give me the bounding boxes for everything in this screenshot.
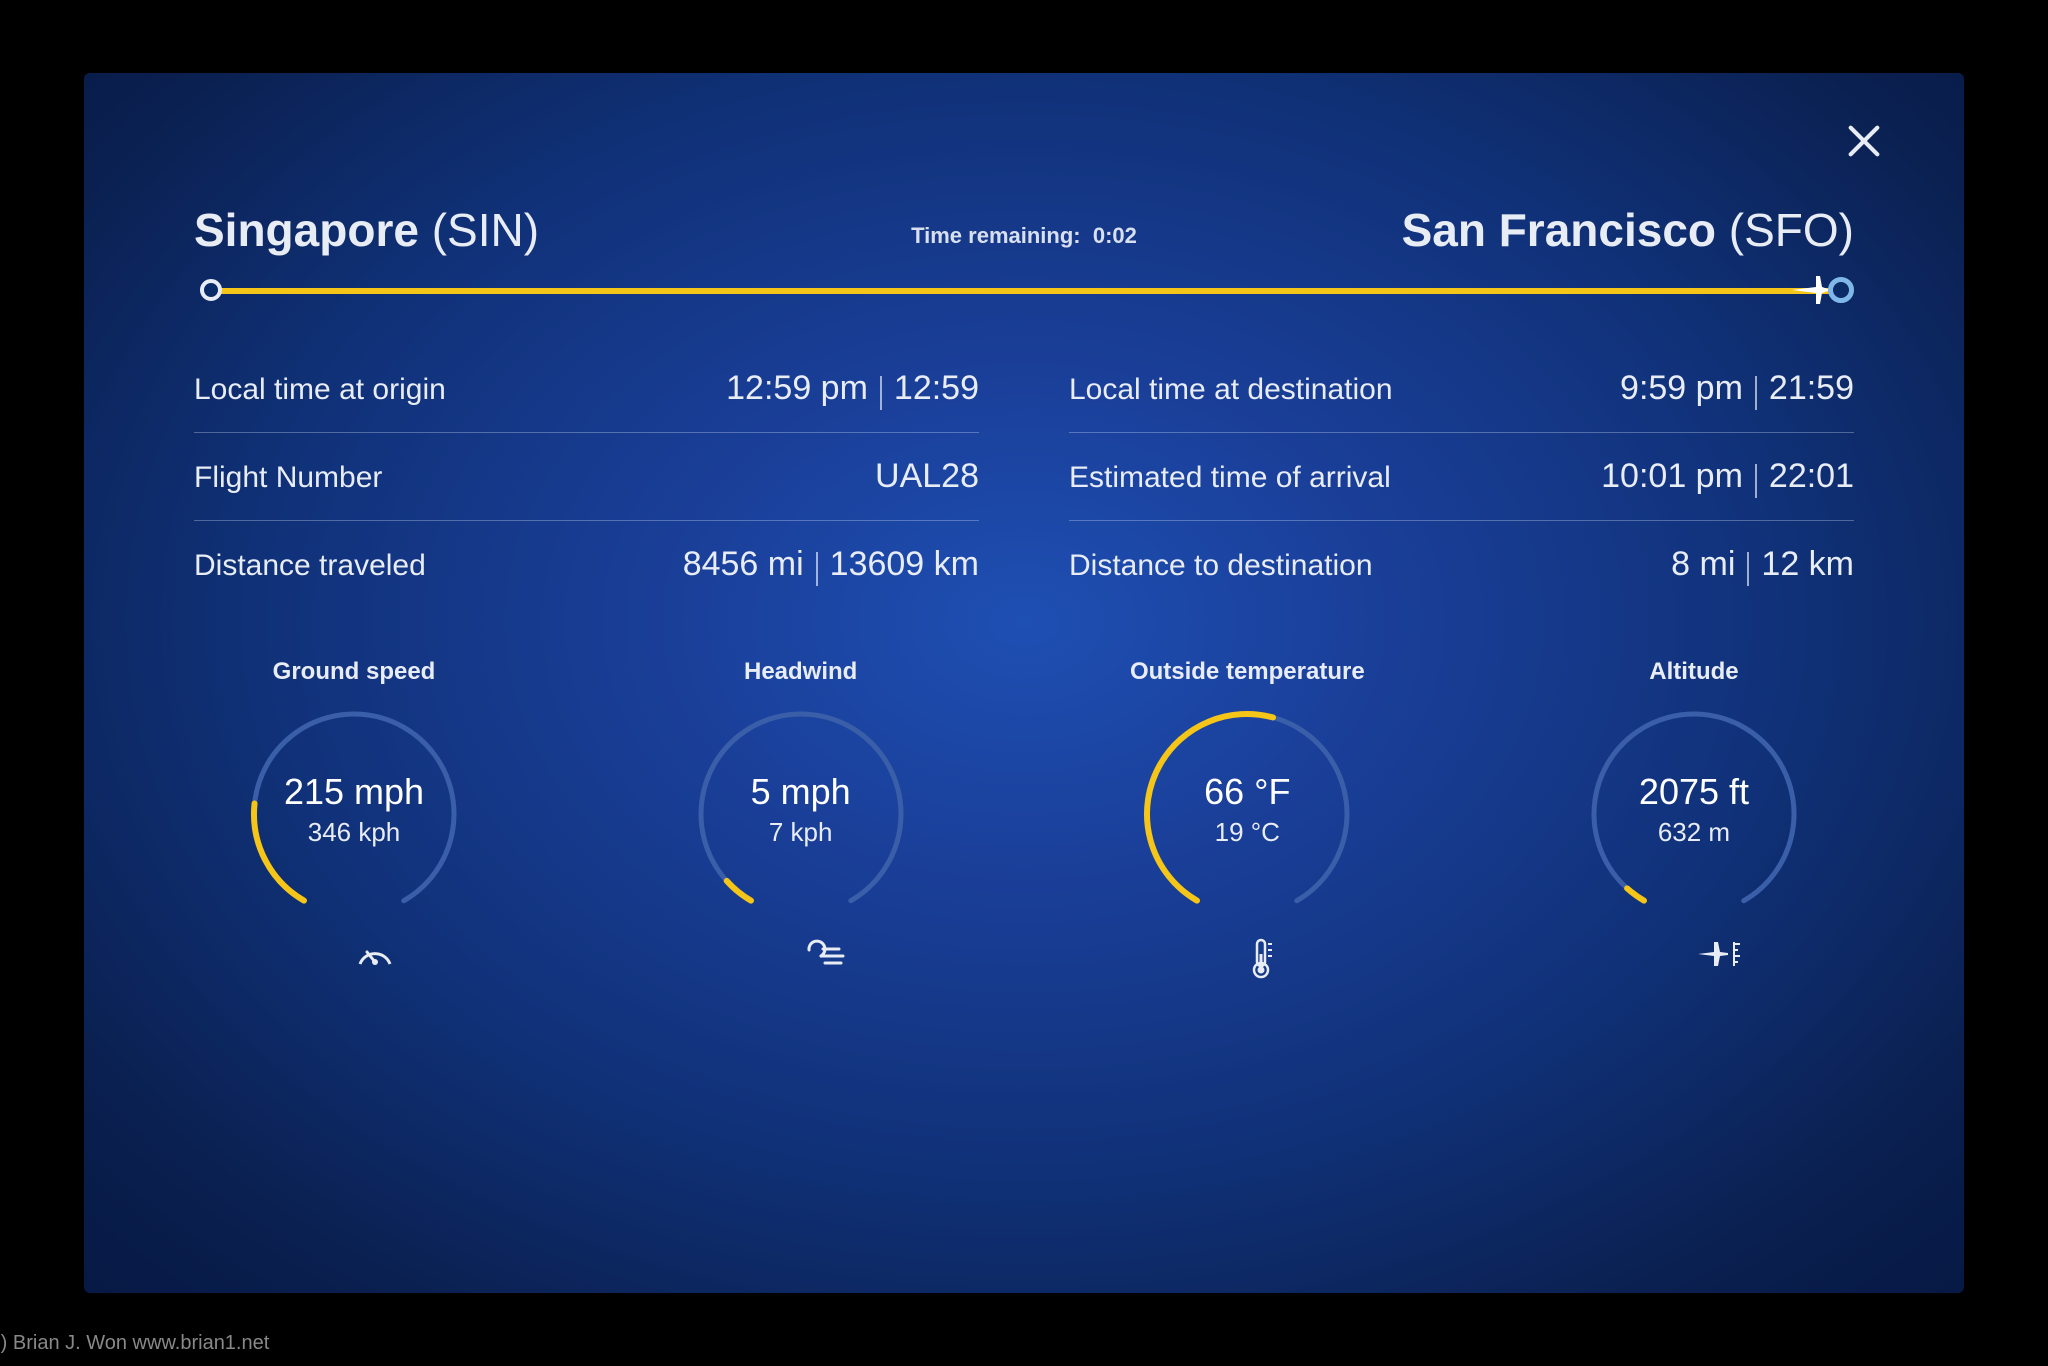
info-grid: Local time at origin 12:59 pm 12:59 Flight … [194, 345, 1854, 608]
info-value-primary: 10:01 pm [1601, 457, 1743, 496]
destination-city: San Francisco (SFO) [1402, 203, 1854, 257]
gauge-primary-value: 2075 ft [1639, 771, 1749, 813]
destination-marker [1828, 277, 1854, 303]
info-value-primary: UAL28 [875, 457, 979, 496]
gauge-secondary-value: 7 kph [769, 817, 833, 848]
destination-city-code: (SFO) [1729, 204, 1854, 256]
time-remaining: Time remaining: 0:02 [911, 223, 1137, 249]
info-value-secondary: 12 km [1761, 545, 1854, 584]
info-row: Local time at destination 9:59 pm 21:59 [1069, 345, 1854, 433]
gauge-content: 5 mph 7 kph [691, 704, 911, 924]
gauge-secondary-value: 19 °C [1215, 817, 1280, 848]
info-value-primary: 8 mi [1671, 545, 1735, 584]
info-label: Flight Number [194, 461, 382, 495]
gauge-content: 66 °F 19 °C [1137, 704, 1357, 924]
info-value-primary: 9:59 pm [1620, 369, 1743, 408]
value-separator [1747, 552, 1749, 586]
info-row: Estimated time of arrival 10:01 pm 22:01 [1069, 433, 1854, 521]
info-value-primary: 12:59 pm [726, 369, 868, 408]
info-label: Distance traveled [194, 549, 426, 583]
gauge: Altitude 2075 ft 632 m [1564, 658, 1824, 924]
gauge-circle: 215 mph 346 kph [244, 704, 464, 924]
gauge: Outside temperature 66 °F 19 °C [1117, 658, 1377, 924]
destination-city-name: San Francisco [1402, 204, 1716, 256]
info-column-right: Local time at destination 9:59 pm 21:59 Est… [1069, 345, 1854, 608]
time-remaining-value: 0:02 [1093, 223, 1137, 248]
info-row: Distance to destination 8 mi 12 km [1069, 521, 1854, 608]
info-value-primary: 8456 mi [683, 545, 804, 584]
close-button[interactable] [1844, 121, 1884, 161]
gauge-primary-value: 66 °F [1204, 771, 1290, 813]
flight-info-screen: Singapore (SIN) San Francisco (SFO) Time… [84, 73, 1964, 1293]
info-label: Local time at origin [194, 373, 446, 407]
gauge-content: 215 mph 346 kph [244, 704, 464, 924]
info-value-secondary: 13609 km [830, 545, 979, 584]
info-label: Local time at destination [1069, 373, 1393, 407]
info-value-secondary: 12:59 [894, 369, 979, 408]
gauge-title: Headwind [744, 658, 857, 686]
flight-progress-line [212, 288, 1832, 294]
info-value: 8456 mi 13609 km [683, 545, 979, 584]
gauge: Ground speed 215 mph 346 kph [224, 658, 484, 924]
origin-city-name: Singapore [194, 204, 419, 256]
info-row: Flight Number UAL28 [194, 433, 979, 521]
info-label: Estimated time of arrival [1069, 461, 1391, 495]
info-label: Distance to destination [1069, 549, 1373, 583]
info-value-secondary: 22:01 [1769, 457, 1854, 496]
gauge-secondary-value: 346 kph [308, 817, 401, 848]
gauge-secondary-value: 632 m [1658, 817, 1730, 848]
gauge-circle: 66 °F 19 °C [1137, 704, 1357, 924]
value-separator [880, 376, 882, 410]
info-value: UAL28 [875, 457, 979, 496]
time-remaining-label: Time remaining: [911, 223, 1081, 248]
info-value: 12:59 pm 12:59 [726, 369, 979, 408]
gauge-primary-value: 5 mph [751, 771, 851, 813]
origin-city: Singapore (SIN) [194, 203, 539, 257]
origin-city-code: (SIN) [432, 204, 539, 256]
plane-icon [1790, 272, 1830, 313]
value-separator [1755, 376, 1757, 410]
info-row: Local time at origin 12:59 pm 12:59 [194, 345, 979, 433]
value-separator [816, 552, 818, 586]
value-separator [1755, 464, 1757, 498]
gauges-row: Ground speed 215 mph 346 kph Headwind 5 mph 7… [194, 658, 1854, 924]
watermark: (c) Brian J. Won www.brian1.net [0, 1332, 269, 1355]
info-value: 10:01 pm 22:01 [1601, 457, 1854, 496]
gauge-primary-value: 215 mph [284, 771, 424, 813]
gauge-circle: 5 mph 7 kph [691, 704, 911, 924]
gauge-title: Outside temperature [1130, 658, 1365, 686]
info-column-left: Local time at origin 12:59 pm 12:59 Flight … [194, 345, 979, 608]
origin-marker [200, 279, 222, 301]
flight-progress-track [194, 275, 1854, 305]
gauge-title: Altitude [1649, 658, 1738, 686]
info-row: Distance traveled 8456 mi 13609 km [194, 521, 979, 608]
gauge-content: 2075 ft 632 m [1584, 704, 1804, 924]
info-value-secondary: 21:59 [1769, 369, 1854, 408]
info-value: 9:59 pm 21:59 [1620, 369, 1854, 408]
info-value: 8 mi 12 km [1671, 545, 1854, 584]
gauge-circle: 2075 ft 632 m [1584, 704, 1804, 924]
gauge: Headwind 5 mph 7 kph [671, 658, 931, 924]
close-icon [1844, 121, 1884, 161]
gauge-title: Ground speed [273, 658, 436, 686]
